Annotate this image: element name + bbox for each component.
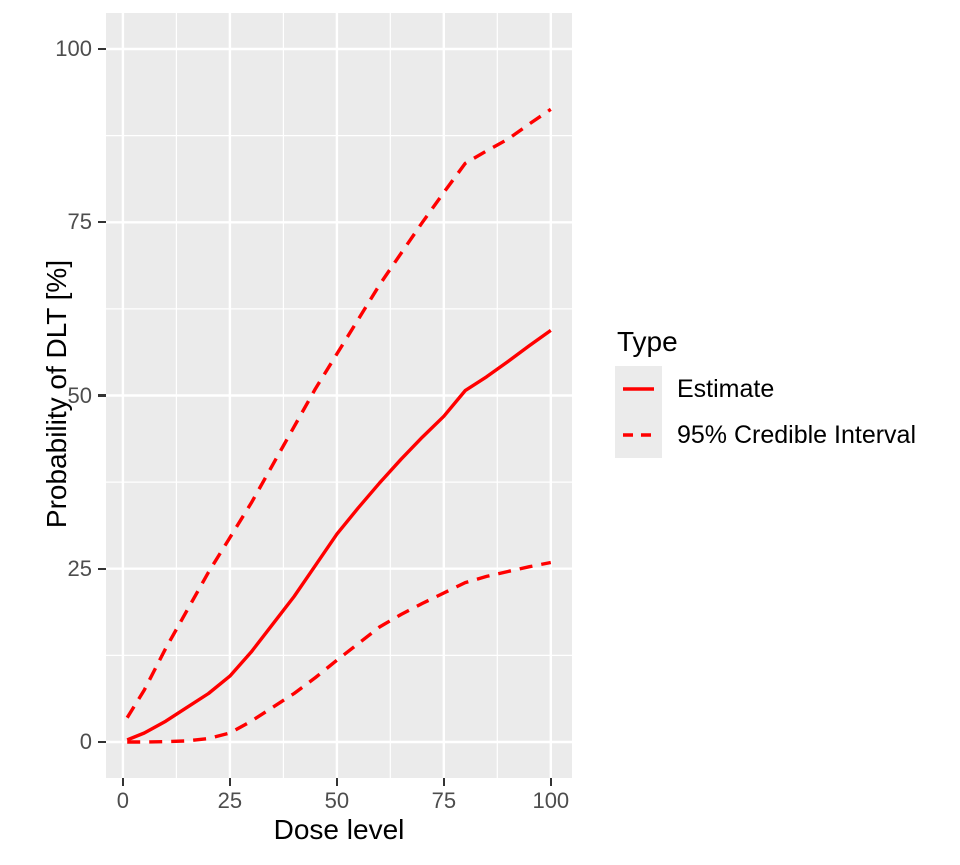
y-tick-label: 75	[67, 209, 92, 235]
x-tick-label: 25	[217, 788, 243, 813]
y-tick-mark	[98, 740, 106, 744]
y-tick-mark	[98, 567, 106, 570]
x-tick-mark	[442, 778, 446, 786]
x-tick-mark	[549, 778, 552, 786]
plot-panel	[106, 13, 572, 778]
x-tick-label: 100	[532, 788, 570, 813]
y-tick-label: 100	[55, 36, 92, 62]
legend: Type Estimate 95% Credible Interval	[615, 326, 916, 458]
y-tick-mark	[98, 221, 106, 224]
legend-label: Estimate	[677, 374, 775, 403]
x-tick-mark	[335, 778, 339, 786]
y-tick-mark	[98, 394, 106, 397]
solid-line-sample-icon	[623, 387, 654, 391]
legend-title: Type	[617, 326, 678, 357]
legend-label: 95% Credible Interval	[677, 420, 917, 449]
x-tick-label: 75	[431, 788, 457, 813]
legend-key-solid	[615, 366, 662, 412]
y-axis-title: Probability of DLT [%]	[41, 259, 72, 529]
y-tick-label: 0	[79, 728, 92, 754]
x-axis-title: Dose level	[273, 814, 405, 845]
x-tick-mark	[228, 778, 232, 786]
plot-area-svg	[106, 13, 572, 778]
legend-key-dashed	[615, 412, 662, 458]
x-tick-mark	[121, 778, 125, 786]
legend-entry-estimate: Estimate	[615, 366, 916, 412]
x-tick-label: 0	[116, 788, 130, 813]
x-tick-label: 50	[324, 788, 350, 813]
legend-entry-credible-interval: 95% Credible Interval	[615, 412, 916, 458]
y-tick-label: 25	[67, 555, 92, 581]
y-tick-label: 50	[67, 382, 92, 408]
y-tick-mark	[98, 47, 106, 51]
dashed-line-sample-icon	[623, 433, 654, 437]
